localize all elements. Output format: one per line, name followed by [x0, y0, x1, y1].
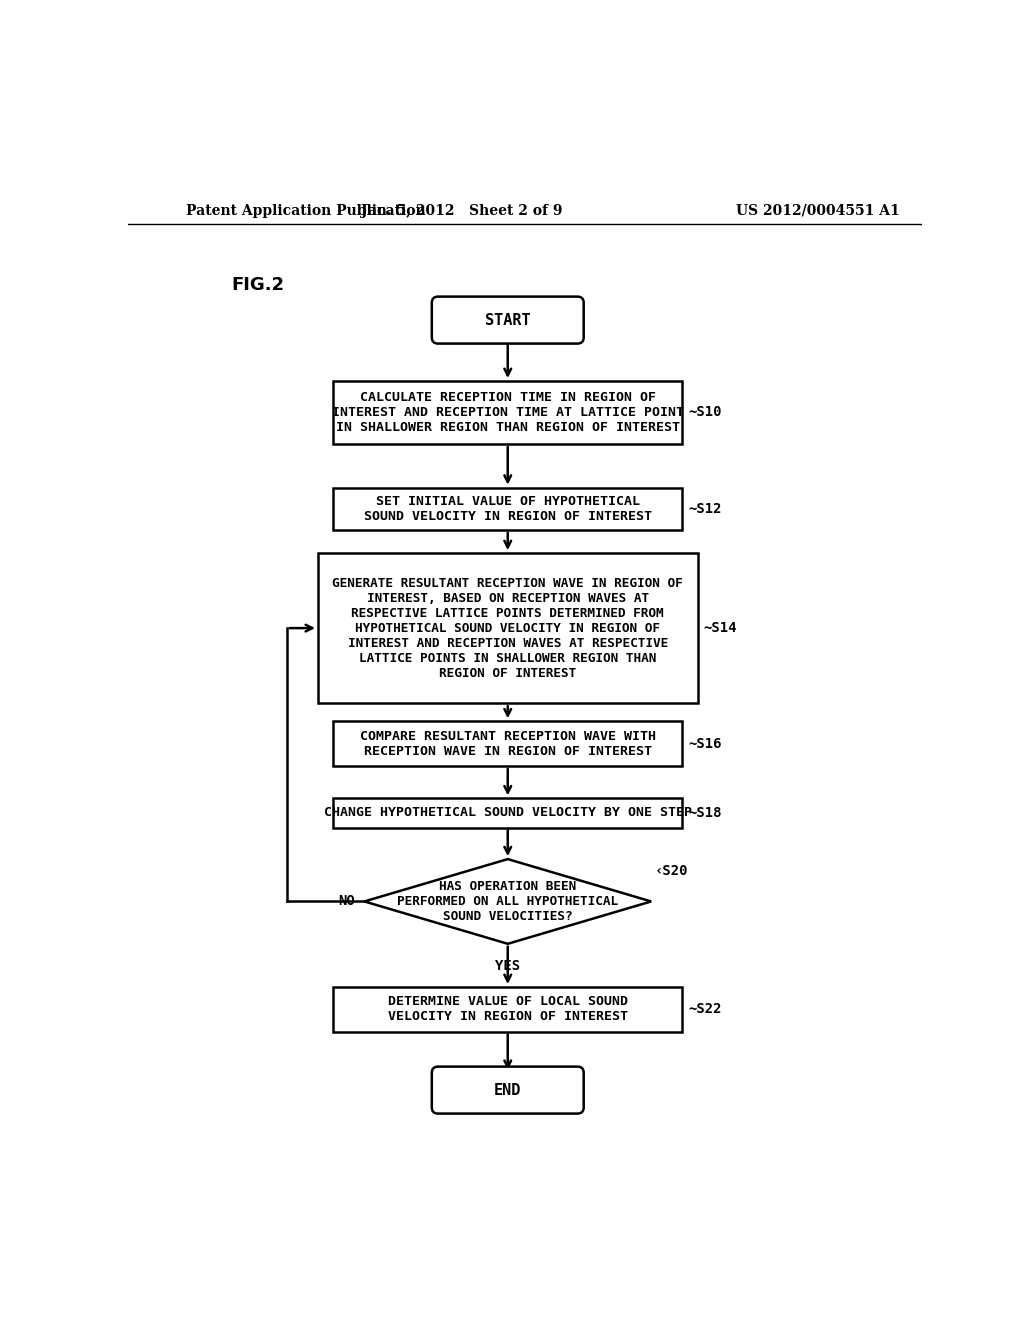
Text: CALCULATE RECEPTION TIME IN REGION OF
INTEREST AND RECEPTION TIME AT LATTICE POI: CALCULATE RECEPTION TIME IN REGION OF IN…	[332, 391, 684, 434]
Bar	[334, 987, 682, 1032]
FancyBboxPatch shape	[432, 1067, 584, 1114]
Text: US 2012/0004551 A1: US 2012/0004551 A1	[736, 203, 900, 218]
Text: ~S22: ~S22	[688, 1002, 722, 1016]
Text: NO: NO	[338, 895, 355, 908]
Text: YES: YES	[496, 960, 520, 973]
Text: ‹S20: ‹S20	[655, 863, 688, 878]
Text: ~S18: ~S18	[688, 807, 722, 820]
Text: COMPARE RESULTANT RECEPTION WAVE WITH
RECEPTION WAVE IN REGION OF INTEREST: COMPARE RESULTANT RECEPTION WAVE WITH RE…	[359, 730, 655, 758]
Text: GENERATE RESULTANT RECEPTION WAVE IN REGION OF
INTEREST, BASED ON RECEPTION WAVE: GENERATE RESULTANT RECEPTION WAVE IN REG…	[333, 577, 683, 680]
Text: ~S10: ~S10	[688, 405, 722, 420]
Text: START: START	[485, 313, 530, 327]
Text: HAS OPERATION BEEN
PERFORMED ON ALL HYPOTHETICAL
SOUND VELOCITIES?: HAS OPERATION BEEN PERFORMED ON ALL HYPO…	[397, 880, 618, 923]
Text: DETERMINE VALUE OF LOCAL SOUND
VELOCITY IN REGION OF INTEREST: DETERMINE VALUE OF LOCAL SOUND VELOCITY …	[388, 995, 628, 1023]
Text: Jan. 5, 2012   Sheet 2 of 9: Jan. 5, 2012 Sheet 2 of 9	[360, 203, 562, 218]
Bar	[317, 553, 697, 704]
Text: ~S14: ~S14	[703, 622, 737, 635]
Text: END: END	[494, 1082, 521, 1098]
Text: SET INITIAL VALUE OF HYPOTHETICAL
SOUND VELOCITY IN REGION OF INTEREST: SET INITIAL VALUE OF HYPOTHETICAL SOUND …	[364, 495, 651, 523]
Bar	[334, 799, 682, 828]
Text: FIG.2: FIG.2	[231, 276, 285, 294]
Text: CHANGE HYPOTHETICAL SOUND VELOCITY BY ONE STEP: CHANGE HYPOTHETICAL SOUND VELOCITY BY ON…	[324, 807, 692, 820]
FancyBboxPatch shape	[432, 297, 584, 343]
Bar	[334, 381, 682, 444]
Bar	[334, 487, 682, 529]
Text: ~S16: ~S16	[688, 737, 722, 751]
Text: Patent Application Publication: Patent Application Publication	[186, 203, 426, 218]
Bar	[334, 721, 682, 766]
Polygon shape	[365, 859, 651, 944]
Text: ~S12: ~S12	[688, 502, 722, 516]
